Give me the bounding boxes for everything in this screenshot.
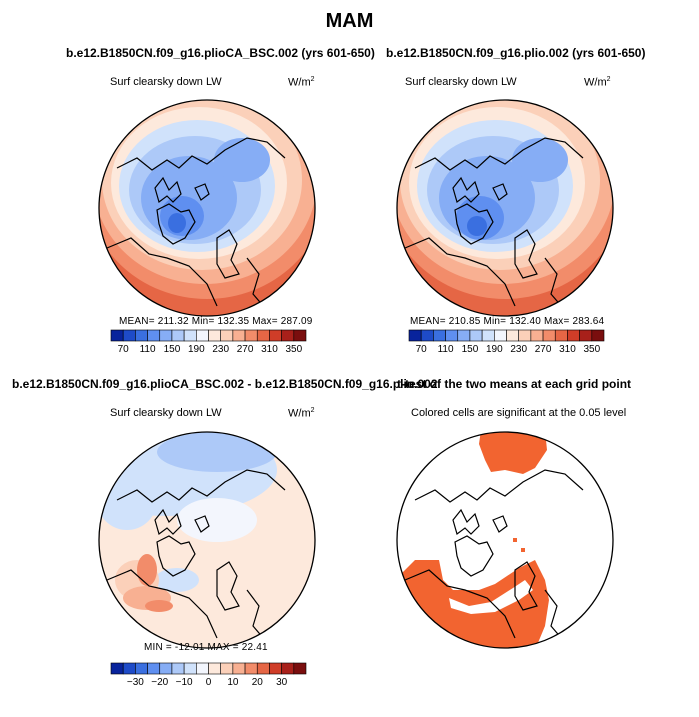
colorbar-2-tick-label: 190 xyxy=(486,344,503,355)
colorbar-3-tick-label: −20 xyxy=(151,677,168,688)
colorbar-3-bin xyxy=(171,662,185,675)
colorbar-3-bin xyxy=(293,662,307,675)
colorbar-2-tick-label: 270 xyxy=(535,344,552,355)
colorbar-2-tick-label: 150 xyxy=(462,344,479,355)
colorbar-3-bin xyxy=(122,662,136,675)
colorbar-3-bin xyxy=(208,662,221,675)
panel2-variable: Surf clearsky down LW xyxy=(405,76,517,88)
panel3-map xyxy=(98,431,316,649)
colorbar-2-tick-label: 70 xyxy=(416,344,428,355)
colorbar-1-bin xyxy=(110,329,124,342)
colorbar-2-bin xyxy=(579,329,593,342)
colorbar-1-tick-label: 150 xyxy=(164,344,181,355)
colorbar-1-bin xyxy=(269,329,282,342)
panel2-units: W/m2 xyxy=(584,76,611,89)
colorbar-1-tick-label: 230 xyxy=(212,344,229,355)
colorbar-2-tick-label: 230 xyxy=(510,344,527,355)
colorbar-2-bin xyxy=(542,329,556,342)
colorbar-1-tick-label: 190 xyxy=(188,344,205,355)
colorbar-1-bin xyxy=(183,329,197,342)
panel1-stats: MEAN= 211.32 Min= 132.35 Max= 287.09 xyxy=(119,316,313,327)
colorbar-3-bin xyxy=(110,662,124,675)
colorbar-1-tick-label: 70 xyxy=(118,344,130,355)
colorbar-3-bin xyxy=(183,662,197,675)
panel3-units: W/m2 xyxy=(288,407,315,420)
colorbar-1-tick-label: 110 xyxy=(140,344,156,355)
colorbar-2-bin xyxy=(457,329,471,342)
colorbar-1-bin xyxy=(171,329,185,342)
colorbar-3-bin xyxy=(147,662,161,675)
main-title: MAM xyxy=(325,10,374,32)
colorbar-3-bin xyxy=(256,662,270,675)
panel4-map xyxy=(396,431,614,649)
panel3-stats: MIN = -12.01 MAX = 22.41 xyxy=(144,642,268,653)
colorbar-2-tick-label: 350 xyxy=(583,344,600,355)
colorbar-3-bin xyxy=(281,662,295,675)
colorbar-1-bin xyxy=(281,329,295,342)
colorbar-1-bin xyxy=(196,329,209,342)
colorbar-2-bin xyxy=(445,329,459,342)
colorbar-2-bin xyxy=(420,329,434,342)
colorbar-2-bin xyxy=(408,329,422,342)
colorbar-3-bin xyxy=(232,662,246,675)
colorbar-1-tick-label: 270 xyxy=(237,344,254,355)
panel1-map xyxy=(98,99,316,317)
colorbar-3-bin xyxy=(159,662,173,675)
colorbar-2-bin xyxy=(481,329,495,342)
colorbar-1-tick-label: 350 xyxy=(285,344,302,355)
colorbar-3-tick-label: 10 xyxy=(227,677,239,688)
colorbar-3-bin xyxy=(244,662,258,675)
colorbar-2-bin xyxy=(433,329,446,342)
colorbar-1-bin xyxy=(208,329,221,342)
colorbar-3-bin xyxy=(135,662,148,675)
colorbar-2-bin xyxy=(518,329,532,342)
colorbar-2-tick-label: 310 xyxy=(559,344,576,355)
panel2-colorbar: 70 110 150 190 230 270 310 350 xyxy=(408,329,605,355)
panel4-variable: Colored cells are significant at the 0.0… xyxy=(411,407,627,419)
colorbar-1-bin xyxy=(122,329,136,342)
colorbar-2-bin xyxy=(506,329,519,342)
panel1-title: b.e12.B1850CN.f09_g16.plioCA_BSC.002 (yr… xyxy=(66,46,375,60)
colorbar-1-bin xyxy=(159,329,173,342)
colorbar-3-tick-label: 30 xyxy=(276,677,288,688)
colorbar-1-bin xyxy=(244,329,258,342)
colorbar-3-tick-label: −30 xyxy=(127,677,144,688)
colorbar-2-bin xyxy=(494,329,507,342)
colorbar-3-tick-label: 0 xyxy=(206,677,212,688)
colorbar-1-tick-label: 310 xyxy=(261,344,278,355)
panel1-colorbar: 70 110 150 190 230 270 310 350 xyxy=(110,329,307,355)
panel4-title: t-test of the two means at each grid poi… xyxy=(397,377,632,391)
panel1-variable: Surf clearsky down LW xyxy=(110,76,222,88)
colorbar-1-bin xyxy=(293,329,307,342)
colorbar-2-bin xyxy=(591,329,605,342)
colorbar-2-bin xyxy=(469,329,483,342)
colorbar-3-bin xyxy=(196,662,209,675)
panel2-title: b.e12.B1850CN.f09_g16.plio.002 (yrs 601-… xyxy=(386,46,646,60)
colorbar-2-bin xyxy=(567,329,580,342)
colorbar-3-tick-label: −10 xyxy=(176,677,193,688)
colorbar-1-bin xyxy=(256,329,270,342)
panel3-title: b.e12.B1850CN.f09_g16.plioCA_BSC.002 - b… xyxy=(12,377,438,391)
colorbar-1-bin xyxy=(135,329,148,342)
colorbar-3-tick-label: 20 xyxy=(252,677,264,688)
panel2-stats: MEAN= 210.85 Min= 132.40 Max= 283.64 xyxy=(410,316,605,327)
colorbar-3-bin xyxy=(269,662,282,675)
colorbar-1-bin xyxy=(220,329,234,342)
colorbar-3-bin xyxy=(220,662,234,675)
panel3-colorbar: −30 −20 −10 0 10 20 30 xyxy=(110,662,307,688)
panel3-variable: Surf clearsky down LW xyxy=(110,407,222,419)
colorbar-2-bin xyxy=(530,329,544,342)
colorbar-1-bin xyxy=(232,329,246,342)
colorbar-1-bin xyxy=(147,329,161,342)
colorbar-2-tick-label: 110 xyxy=(438,344,454,355)
panel1-units: W/m2 xyxy=(288,76,315,89)
colorbar-2-bin xyxy=(554,329,568,342)
panel2-map xyxy=(396,99,614,317)
